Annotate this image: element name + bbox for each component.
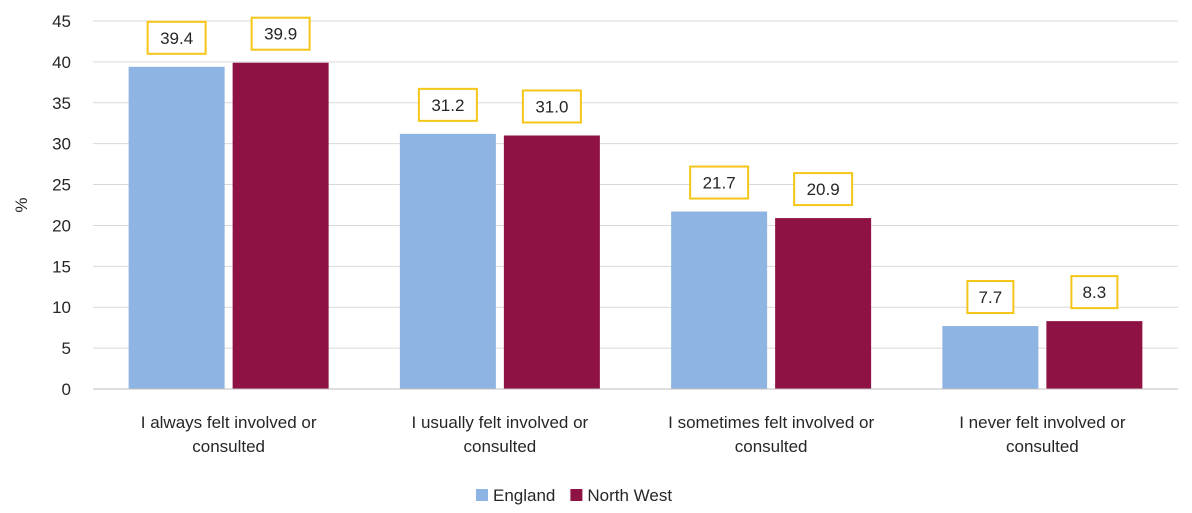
legend-swatch — [476, 489, 488, 501]
data-label: 7.7 — [979, 288, 1003, 307]
y-tick-label: 20 — [52, 216, 71, 235]
legend-label: North West — [587, 486, 672, 505]
y-tick-label: 10 — [52, 298, 71, 317]
x-category-label: I sometimes felt involved or — [668, 413, 874, 432]
x-category-label: consulted — [1006, 437, 1079, 456]
bar-england — [671, 211, 768, 389]
data-label: 31.0 — [535, 97, 568, 116]
legend-swatch — [570, 489, 583, 501]
data-label-box — [417, 87, 478, 122]
bar-england — [942, 326, 1039, 389]
data-label-box — [521, 89, 582, 124]
data-label-box — [966, 280, 1015, 315]
y-tick-label: 15 — [52, 257, 71, 276]
data-label: 8.3 — [1083, 283, 1107, 302]
x-category-label: consulted — [735, 437, 808, 456]
data-label-box — [146, 20, 207, 55]
data-label: 20.9 — [807, 180, 840, 199]
data-label-box — [1070, 275, 1119, 310]
y-tick-label: 0 — [62, 380, 71, 399]
x-category-label: consulted — [192, 437, 265, 456]
bar-england — [128, 66, 225, 389]
bar-england — [399, 133, 496, 389]
x-category-label: consulted — [463, 437, 536, 456]
y-tick-label: 25 — [52, 176, 71, 195]
data-label: 39.4 — [160, 29, 193, 48]
legend-label: England — [493, 486, 555, 505]
y-tick-label: 5 — [62, 339, 71, 358]
data-label: 39.9 — [264, 25, 297, 44]
y-tick-label: 45 — [52, 12, 71, 31]
bar-north-west — [775, 218, 872, 389]
y-tick-label: 35 — [52, 94, 71, 113]
bar-north-west — [1046, 321, 1143, 389]
data-label-box — [793, 172, 854, 207]
y-axis-title: % — [12, 197, 31, 212]
data-label-box — [689, 165, 750, 200]
x-category-label: I always felt involved or — [141, 413, 317, 432]
bar-north-west — [503, 135, 600, 389]
y-tick-label: 40 — [52, 53, 71, 72]
data-label-box — [250, 16, 311, 51]
x-category-label: I never felt involved or — [959, 413, 1126, 432]
y-tick-label: 30 — [52, 135, 71, 154]
bar-north-west — [232, 62, 329, 389]
data-label: 31.2 — [431, 96, 464, 115]
x-category-label: I usually felt involved or — [412, 413, 589, 432]
data-label: 21.7 — [703, 174, 736, 193]
